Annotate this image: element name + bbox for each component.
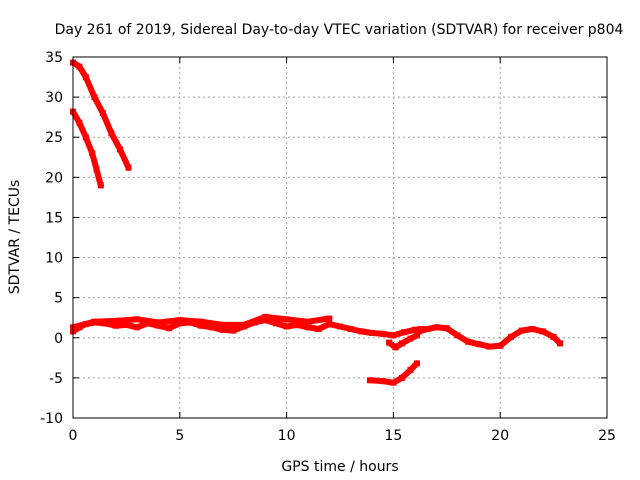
data-point — [413, 332, 420, 339]
data-point — [390, 332, 397, 339]
x-tick-label: 15 — [384, 428, 402, 444]
data-point — [108, 130, 115, 137]
plot-area — [70, 59, 563, 386]
y-tick-label: 10 — [45, 251, 63, 267]
data-point — [166, 325, 173, 332]
data-point — [117, 146, 123, 153]
data-point — [219, 326, 226, 333]
y-tick-label: 0 — [54, 331, 63, 347]
chart-title: Day 261 of 2019, Sidereal Day-to-day VTE… — [55, 22, 624, 38]
data-point — [518, 327, 525, 334]
data-point — [283, 323, 290, 330]
data-point — [407, 335, 414, 342]
x-tick-label: 5 — [175, 428, 184, 444]
data-point — [416, 328, 422, 335]
data-point — [283, 316, 290, 323]
y-tick-label: 25 — [45, 130, 63, 146]
data-point — [208, 324, 215, 331]
data-point — [99, 110, 106, 117]
data-point — [294, 321, 301, 328]
data-point — [424, 326, 431, 332]
data-point — [93, 166, 100, 173]
data-point — [155, 319, 162, 326]
data-point — [369, 330, 375, 336]
data-point — [176, 317, 183, 324]
data-point — [112, 317, 119, 324]
data-point — [272, 320, 279, 327]
data-point — [475, 341, 482, 348]
data-point — [176, 320, 183, 327]
data-point — [76, 63, 83, 70]
x-axis-label: GPS time / hours — [281, 459, 398, 475]
data-point — [219, 321, 226, 328]
data-point — [326, 315, 333, 322]
x-tick-label: 10 — [278, 428, 296, 444]
data-point — [497, 342, 504, 349]
data-point — [392, 344, 399, 351]
data-point — [125, 164, 132, 171]
y-tick-label: 30 — [45, 90, 63, 106]
y-tick-label: -5 — [49, 371, 63, 387]
data-point — [398, 340, 405, 347]
data-point — [82, 74, 89, 81]
data-point — [82, 134, 89, 141]
y-tick-label: 35 — [45, 50, 63, 66]
data-point — [379, 330, 386, 337]
data-point — [390, 379, 397, 386]
data-point — [407, 366, 414, 373]
data-point — [134, 316, 141, 323]
data-point — [401, 329, 408, 336]
data-point — [262, 313, 269, 320]
data-point — [305, 318, 311, 325]
data-point — [379, 378, 386, 385]
data-point — [454, 332, 461, 339]
data-point — [507, 334, 514, 340]
data-point — [411, 326, 418, 333]
x-tick-label: 25 — [598, 428, 616, 444]
y-axis-label: SDTVAR / TECUs — [7, 180, 23, 295]
data-point — [198, 322, 205, 329]
y-tick-label: 5 — [54, 291, 63, 307]
data-point — [347, 326, 354, 332]
data-point — [433, 324, 440, 331]
data-point — [123, 321, 130, 328]
data-point — [550, 334, 557, 340]
data-point — [465, 338, 472, 345]
data-point — [198, 318, 205, 325]
y-tick-label: 15 — [45, 210, 63, 226]
data-point — [413, 360, 420, 367]
data-point — [76, 119, 83, 126]
data-point — [305, 324, 311, 331]
data-point — [539, 328, 546, 335]
data-point — [486, 343, 493, 350]
data-point — [155, 322, 162, 329]
grid — [73, 57, 607, 418]
y-tick-label: 20 — [45, 170, 63, 186]
data-point — [557, 340, 563, 347]
data-point — [386, 339, 393, 346]
data-point — [134, 324, 141, 331]
x-tick-label: 20 — [491, 428, 509, 444]
data-point — [366, 377, 373, 384]
data-point — [337, 323, 343, 330]
plot-frame — [72, 56, 608, 419]
y-tick-label: -10 — [40, 411, 63, 427]
data-point — [112, 322, 119, 329]
data-point — [398, 374, 405, 381]
data-point — [230, 327, 237, 334]
x-tick-label: 0 — [69, 428, 78, 444]
data-point — [326, 321, 333, 328]
data-point — [240, 321, 247, 328]
axis-ticks: 0 5 10 15 20 25 -10 -5 0 5 10 15 20 25 30 35 — [40, 50, 616, 444]
data-point — [443, 325, 450, 332]
data-point — [91, 318, 98, 325]
data-point — [358, 328, 365, 335]
data-point — [529, 326, 536, 332]
data-point — [91, 94, 98, 101]
data-point — [315, 326, 322, 332]
data-point — [89, 150, 96, 157]
data-point — [97, 182, 104, 189]
